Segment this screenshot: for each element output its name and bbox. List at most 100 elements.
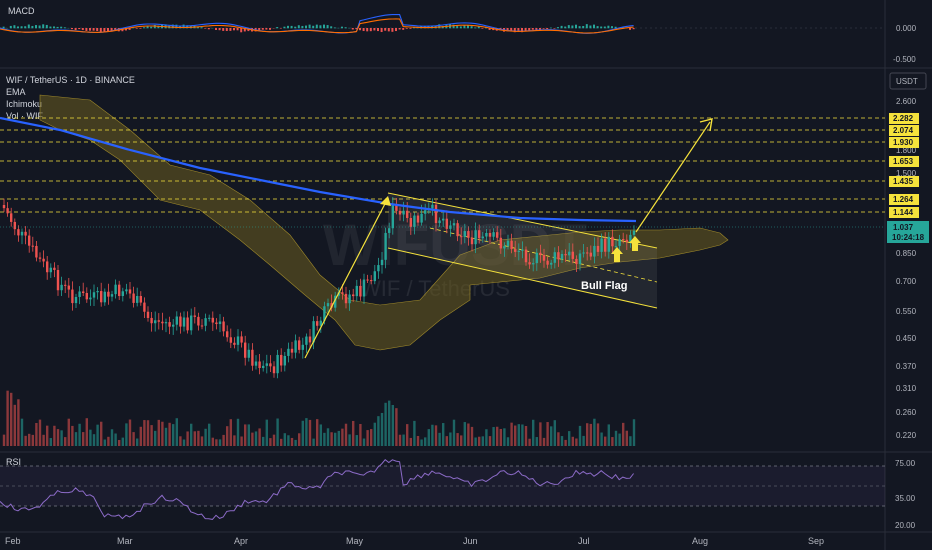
macd-hist-bar-78 (276, 27, 279, 29)
macd-hist-bar-129 (459, 26, 462, 29)
macd-hist-bar-23 (78, 28, 81, 30)
volume-bar-168 (604, 436, 607, 446)
time-label-may: May (346, 536, 364, 546)
symbol-title[interactable]: WIF / TetherUS · 1D · BINANCE (6, 75, 135, 85)
volume-bar-20 (71, 425, 74, 446)
candle-body-52 (186, 317, 189, 331)
macd-hist-bar-168 (600, 26, 603, 29)
candle-body-174 (625, 239, 628, 243)
volume-bar-121 (434, 425, 438, 446)
volume-bar-6 (20, 418, 24, 446)
volume-bar-120 (431, 424, 434, 446)
candle-body-114 (409, 217, 412, 227)
macd-hist-bar-113 (402, 28, 405, 30)
volume-bar-68 (244, 424, 247, 446)
volume-bar-70 (251, 432, 254, 446)
volume-bar-154 (553, 420, 556, 446)
candle-body-162 (582, 252, 585, 254)
volume-bar-131 (470, 426, 474, 446)
macd-hist-bar-100 (355, 28, 358, 30)
candle-body-100 (359, 285, 362, 297)
candle-body-164 (589, 252, 592, 257)
volume-bar-36 (128, 419, 132, 446)
candle-body-145 (521, 249, 524, 251)
volume-bar-86 (308, 419, 312, 446)
candle-body-159 (571, 251, 574, 259)
level-tag-1144 (889, 207, 919, 218)
candle-body-9 (31, 245, 34, 247)
candle-body-121 (434, 204, 438, 224)
macd-hist-bar-25 (85, 28, 88, 31)
macd-hist-bar-88 (312, 25, 315, 29)
volume-bar-3 (10, 392, 13, 446)
volume-bar-130 (467, 423, 470, 446)
volume-bar-51 (182, 439, 186, 446)
candle-body-106 (380, 259, 384, 266)
candle-body-33 (118, 284, 121, 297)
candle-body-117 (420, 213, 423, 223)
volume-bar-151 (542, 437, 546, 446)
volume-bar-163 (586, 423, 589, 446)
rsi-axis-label-75: 75.00 (895, 459, 916, 468)
volume-bar-129 (463, 422, 466, 446)
candle-body-58 (208, 317, 211, 319)
price-axis-label-0260: 0.260 (896, 408, 917, 417)
volume-bar-136 (488, 436, 492, 446)
rsi-axis-label-20: 20.00 (895, 521, 916, 530)
candle-body-41 (146, 311, 150, 318)
macd-hist-bar-30 (103, 28, 106, 32)
indicator-ema-label[interactable]: EMA (6, 87, 26, 97)
volume-bar-16 (56, 429, 60, 446)
volume-bar-156 (560, 436, 564, 446)
volume-bar-5 (17, 399, 20, 446)
volume-bars (2, 390, 636, 446)
time-label-feb: Feb (5, 536, 21, 546)
macd-hist-bar-79 (279, 28, 282, 29)
volume-bar-166 (596, 423, 600, 446)
macd-hist-bar-120 (427, 25, 430, 29)
macd-hist-bar-101 (359, 28, 361, 31)
candle-body-111 (398, 210, 402, 215)
candle-body-168 (604, 238, 607, 252)
candle-body-143 (514, 249, 517, 252)
volume-bar-106 (380, 412, 384, 446)
macd-hist-bar-29 (99, 28, 102, 32)
macd-hist-bar-56 (197, 27, 199, 29)
indicator-volume-label[interactable]: Vol · WIF (6, 111, 44, 121)
indicator-ichimoku-label[interactable]: Ichimoku (6, 99, 42, 109)
volume-bar-79 (283, 433, 286, 446)
volume-bar-93 (334, 432, 337, 446)
macd-hist-bar-11 (35, 25, 37, 29)
currency-button[interactable] (889, 72, 927, 90)
candle-body-154 (553, 252, 556, 263)
volume-bar-148 (532, 419, 535, 446)
time-axis[interactable]: Feb Mar Apr May Jun Jul Aug Sep (5, 536, 824, 546)
candle-body-38 (136, 296, 139, 303)
volume-bar-57 (204, 428, 207, 446)
macd-hist-bar-91 (323, 24, 325, 29)
time-label-mar: Mar (117, 536, 133, 546)
price-axis[interactable]: 2.600 1.800 1.500 0.850 0.700 0.550 0.45… (896, 97, 917, 440)
volume-bar-26 (92, 434, 96, 446)
macd-hist-bar-99 (351, 28, 354, 30)
candle-body-136 (488, 232, 492, 237)
candle-body-126 (452, 223, 456, 226)
candle-body-99 (355, 285, 358, 297)
candle-body-72 (258, 361, 261, 369)
volume-bar-96 (344, 423, 348, 446)
macd-hist-bar-62 (218, 28, 221, 31)
level-tag-text-1930: 1.930 (893, 138, 914, 147)
volume-bar-172 (618, 433, 621, 446)
level-tag-text-2074: 2.074 (893, 126, 914, 135)
volume-bar-15 (53, 425, 56, 446)
volume-bar-17 (60, 430, 63, 446)
macd-hist-bar-27 (92, 28, 95, 31)
current-price-value: 1.037 (893, 223, 914, 232)
macd-hist-bar-5 (13, 25, 16, 29)
volume-bar-53 (190, 423, 193, 446)
candle-body-101 (362, 279, 366, 297)
volume-bar-22 (78, 423, 81, 446)
volume-bar-50 (179, 436, 182, 446)
macd-hist-bar-111 (395, 28, 397, 32)
